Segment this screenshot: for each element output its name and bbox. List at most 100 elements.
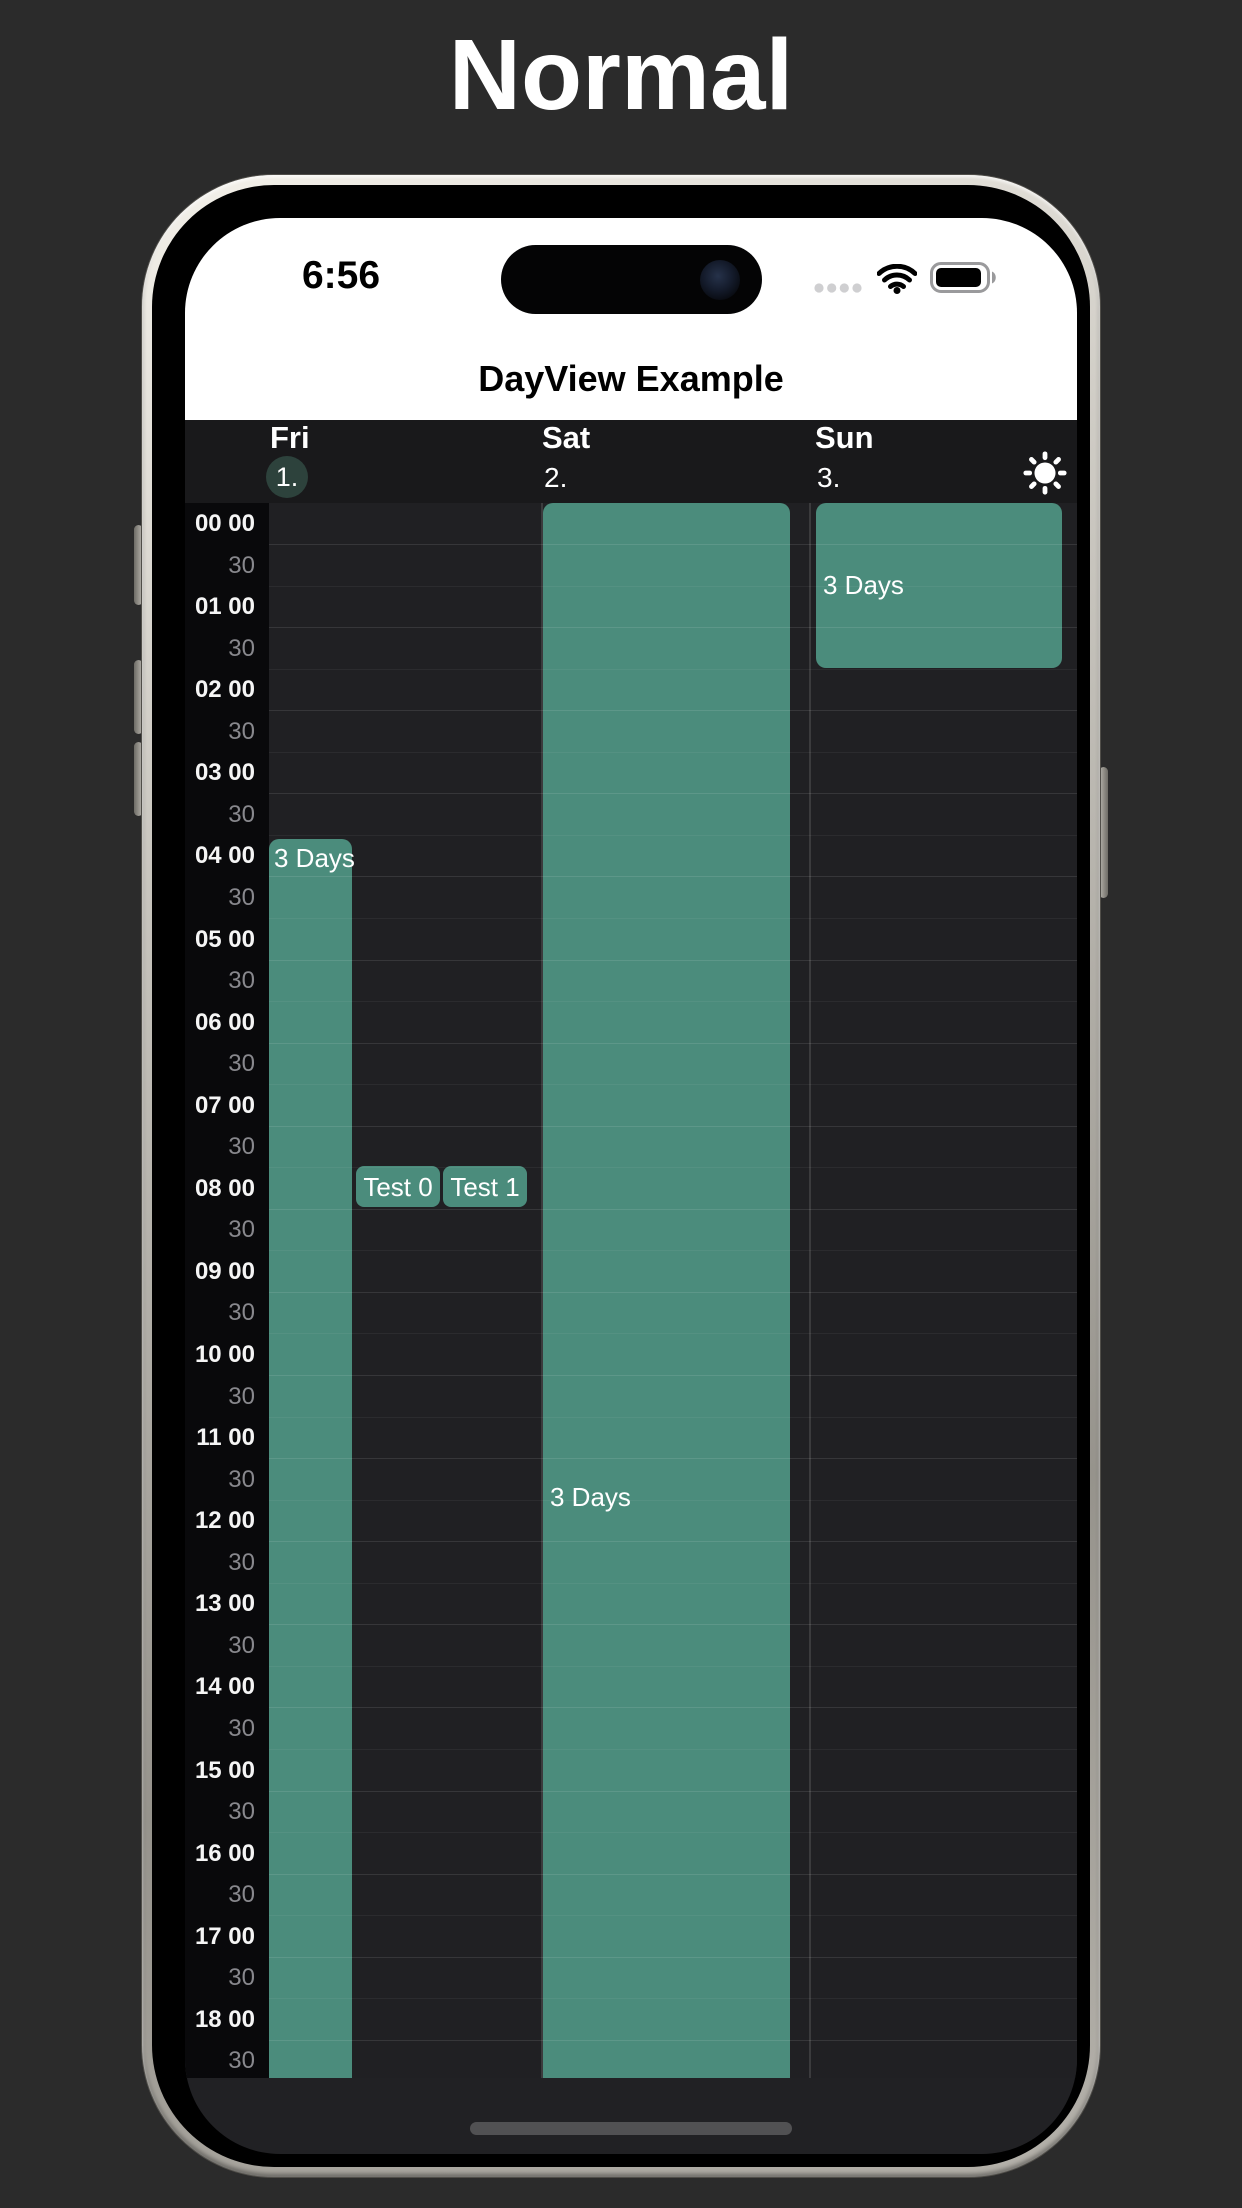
volume-down-button[interactable] <box>134 742 143 816</box>
time-label: 30 <box>228 1133 255 1161</box>
grid-line <box>269 627 1077 629</box>
grid-line <box>269 793 1077 795</box>
dynamic-island <box>501 245 762 314</box>
grid-line <box>269 1001 1077 1003</box>
time-label: 30 <box>228 1798 255 1826</box>
time-label: 02 00 <box>194 676 255 704</box>
grid-line <box>269 1624 1077 1626</box>
grid-line <box>269 2039 1077 2041</box>
time-label: 11 00 <box>196 1424 255 1452</box>
time-label: 06 00 <box>194 1008 255 1036</box>
time-label: 30 <box>228 1548 255 1576</box>
grid-line <box>269 1042 1077 1044</box>
grid-line <box>269 585 1077 587</box>
time-label: 30 <box>228 1299 255 1327</box>
grid-line <box>269 1416 1077 1418</box>
event-block[interactable]: Test 1 <box>443 1166 527 1207</box>
day-name: Fri <box>270 420 310 455</box>
time-label: 30 <box>228 1714 255 1742</box>
volume-up-button[interactable] <box>134 660 143 734</box>
grid-line <box>269 1208 1077 1210</box>
grid-line <box>269 1582 1077 1584</box>
status-time: 6:56 <box>301 254 381 297</box>
column-separator <box>809 503 811 2078</box>
grid-line <box>269 1458 1077 1460</box>
column-separator <box>541 503 543 2078</box>
grid-line <box>269 834 1077 836</box>
time-label: 08 00 <box>194 1174 255 1202</box>
time-label: 03 00 <box>194 759 255 787</box>
status-nav-bar: 6:56 <box>185 218 1077 420</box>
day-name: Sat <box>542 420 591 455</box>
battery-icon <box>930 262 996 293</box>
signal-dots-icon <box>814 283 862 293</box>
grid-line <box>269 1250 1077 1252</box>
time-label: 30 <box>228 1382 255 1410</box>
grid-line <box>269 1790 1077 1792</box>
phone-bezel: 6:56 <box>152 185 1090 2167</box>
time-label: 17 00 <box>194 1922 255 1950</box>
grid-line <box>269 668 1077 670</box>
day-number: 2. <box>544 462 568 493</box>
power-button[interactable] <box>1099 767 1108 898</box>
day-column-header-fri[interactable]: Fri 1. <box>266 420 540 503</box>
grid-line <box>269 1915 1077 1917</box>
event-block[interactable]: 3 Days <box>269 839 355 2078</box>
time-label: 30 <box>228 800 255 828</box>
time-label: 30 <box>228 1631 255 1659</box>
grid-line <box>269 917 1077 919</box>
event-block[interactable]: 3 Days <box>543 503 790 2078</box>
time-label: 30 <box>228 1216 255 1244</box>
time-label: 30 <box>228 967 255 995</box>
grid-line <box>269 1748 1077 1750</box>
event-title: 3 Days <box>823 570 904 600</box>
day-number: 1. <box>275 461 299 492</box>
time-label: 01 00 <box>194 593 255 621</box>
grid-line <box>269 1291 1077 1293</box>
action-button[interactable] <box>134 525 143 605</box>
event-block[interactable]: 3 Days <box>816 503 1062 668</box>
grid-line <box>269 710 1077 712</box>
grid-line <box>269 1873 1077 1875</box>
selected-day-badge: 1. <box>266 456 308 498</box>
weather-sun-icon[interactable] <box>1022 450 1068 496</box>
grid-line <box>269 1375 1077 1376</box>
front-camera <box>700 260 740 300</box>
day-column-header-sat[interactable]: Sat 2. <box>542 420 812 503</box>
time-label: 30 <box>228 2047 255 2075</box>
nav-title: DayView Example <box>478 358 784 399</box>
time-label: 09 00 <box>194 1257 255 1285</box>
time-label: 30 <box>228 1465 255 1493</box>
event-title: 3 Days <box>274 843 355 873</box>
time-label: 30 <box>228 1050 255 1078</box>
page-title: Normal <box>448 19 794 131</box>
time-label: 30 <box>228 634 255 662</box>
grid-line <box>269 959 1077 961</box>
time-label: 30 <box>228 717 255 745</box>
wifi-icon <box>877 264 917 294</box>
phone-frame: 6:56 <box>142 175 1100 2177</box>
time-label: 00 00 <box>194 510 255 537</box>
time-label: 04 00 <box>194 842 255 870</box>
grid-line <box>269 1956 1077 1958</box>
grid-line <box>269 1499 1077 1501</box>
time-label: 30 <box>228 883 255 911</box>
home-indicator[interactable] <box>470 2122 792 2135</box>
day-number: 3. <box>817 462 841 493</box>
time-label: 30 <box>228 1881 255 1909</box>
time-label: 30 <box>228 551 255 579</box>
event-block[interactable]: Test 0 <box>356 1166 440 1207</box>
grid-line <box>269 876 1077 878</box>
time-label: 07 00 <box>194 1091 255 1119</box>
time-label: 13 00 <box>194 1590 255 1618</box>
grid-line <box>269 1832 1077 1834</box>
grid-line <box>269 1084 1077 1086</box>
grid-line <box>269 1707 1077 1709</box>
time-label: 16 00 <box>194 1839 255 1867</box>
grid-line <box>269 1665 1077 1667</box>
calendar-grid[interactable]: 00 00 30 01 00 30 02 00 30 03 00 30 04 00 30 05 00… <box>185 503 1077 2078</box>
time-label: 14 00 <box>194 1673 255 1701</box>
time-label: 10 00 <box>194 1341 255 1368</box>
grid-line <box>269 751 1077 753</box>
day-column-header-sun[interactable]: Sun 3. <box>815 420 1077 503</box>
